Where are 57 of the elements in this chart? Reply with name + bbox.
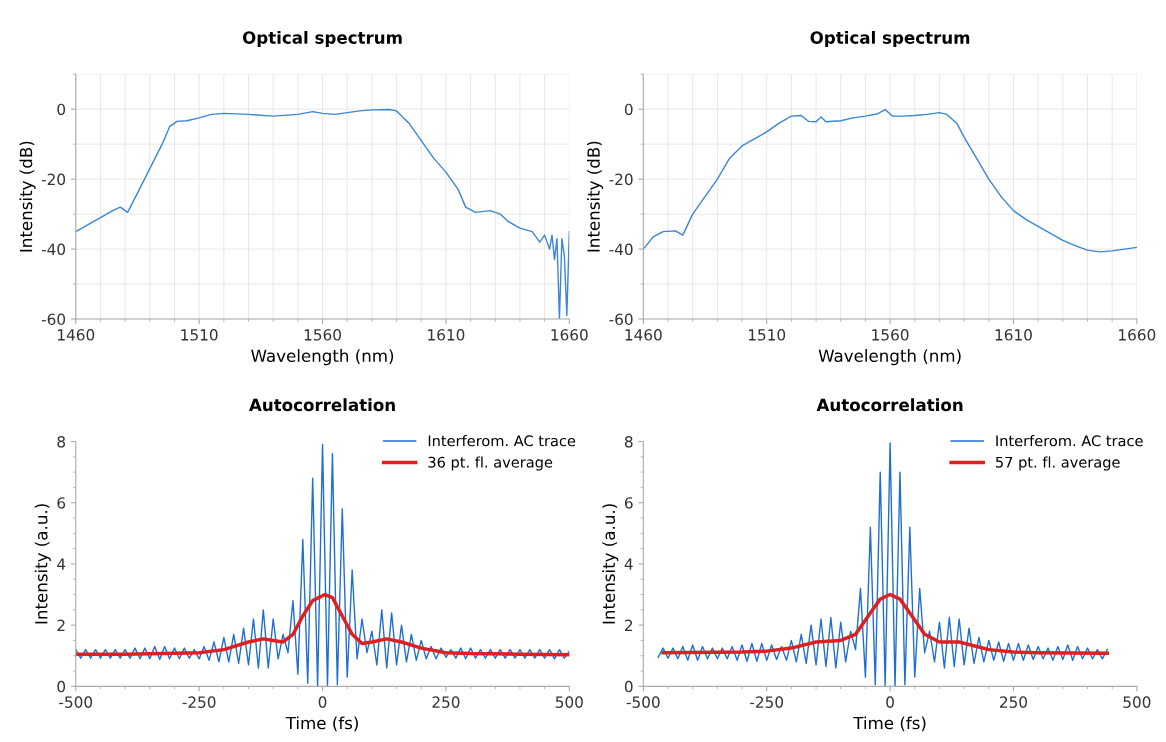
x-axis-title: Wavelength (nm)	[818, 349, 961, 366]
legend-label: Interferom. AC trace	[428, 435, 576, 447]
x-tick-label: 1460	[625, 329, 662, 341]
x-tick-label: -250	[182, 696, 216, 708]
x-tick-label: 0	[886, 696, 894, 708]
y-tick-label: 8	[57, 435, 66, 448]
x-tick-label: 250	[1000, 696, 1028, 708]
x-tick-label: 1510	[181, 329, 218, 341]
y-tick-label: -40	[41, 243, 66, 256]
y-tick-label: 0	[57, 680, 66, 693]
y-tick-label: 0	[624, 103, 633, 116]
line-series	[661, 592, 1109, 656]
x-tick-label: -250	[750, 696, 784, 708]
x-axis-title: Time (fs)	[853, 716, 926, 732]
x-tick-label: 0	[318, 696, 327, 708]
line-series	[643, 108, 1137, 253]
y-tick-label: -20	[41, 173, 66, 186]
legend-label: Interferom. AC trace	[996, 435, 1143, 447]
y-tick-label: -20	[609, 173, 633, 186]
x-tick-label: 1460	[58, 329, 95, 341]
y-tick-label: -60	[41, 313, 66, 326]
y-tick-label: 0	[624, 680, 633, 693]
x-tick-label: 1560	[872, 329, 909, 341]
x-tick-label: 500	[555, 696, 583, 708]
y-axis-title: Intensity (a.u.)	[34, 504, 51, 624]
x-tick-label: 1560	[304, 329, 341, 341]
chart-title: Autocorrelation	[816, 398, 963, 412]
x-tick-label: 1660	[551, 329, 588, 341]
x-tick-label: 1660	[1119, 329, 1156, 341]
y-tick-label: 2	[625, 619, 633, 631]
x-tick-label: 250	[432, 696, 460, 708]
x-tick-label: 500	[1123, 696, 1151, 708]
x-axis-title: Time (fs)	[285, 716, 358, 732]
y-tick-label: 2	[57, 619, 65, 631]
y-tick-label: 6	[57, 497, 66, 509]
x-tick-label: -500	[59, 696, 93, 708]
chart-title: Autocorrelation	[249, 398, 395, 412]
chart-title: Optical spectrum	[242, 30, 402, 48]
legend-label: 57 pt. fl. average	[996, 456, 1120, 471]
x-tick-label: 1610	[995, 329, 1032, 341]
y-tick-label: -60	[609, 313, 633, 326]
y-axis-title: Intensity (dB)	[19, 141, 36, 252]
y-tick-label: 8	[624, 435, 633, 448]
y-tick-label: 4	[57, 558, 66, 570]
legend-label: 36 pt. fl. average	[428, 456, 553, 471]
y-tick-label: 4	[624, 558, 633, 570]
x-tick-label: 1610	[428, 329, 465, 341]
y-axis-title: Intensity (a.u.)	[602, 504, 619, 624]
line-series	[75, 592, 570, 657]
x-tick-label: -500	[626, 696, 660, 708]
chart-title: Optical spectrum	[810, 30, 970, 48]
x-tick-label: 1510	[748, 329, 786, 341]
y-tick-label: 6	[624, 497, 633, 509]
y-tick-label: 0	[57, 103, 66, 116]
y-axis-title: Intensity (dB)	[586, 141, 604, 252]
x-axis-title: Wavelength (nm)	[251, 349, 394, 366]
y-tick-label: -40	[609, 243, 633, 256]
